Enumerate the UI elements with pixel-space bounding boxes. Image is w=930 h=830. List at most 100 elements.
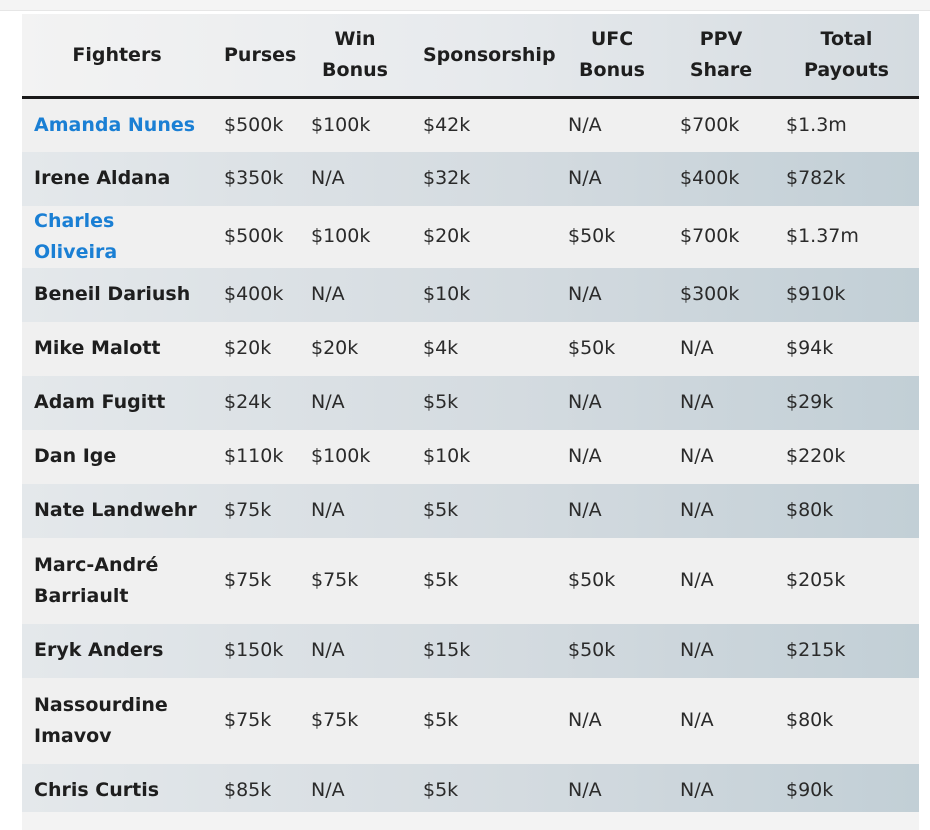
header-label-line: Bonus <box>579 59 645 81</box>
win-bonus-cell: $100k <box>311 445 371 467</box>
header-label-line: Purses <box>224 43 297 66</box>
sponsorship-cell: $10k <box>423 445 471 467</box>
fighter-name-link[interactable]: Amanda Nunes <box>34 113 196 136</box>
header-sponsorship: Sponsorship <box>411 14 556 99</box>
ufc-bonus-cell: $50k <box>568 639 616 661</box>
ufc-bonus-cell: $50k <box>568 569 616 591</box>
sponsorship-cell: $15k <box>423 639 471 661</box>
header-label-line: Total <box>820 28 873 50</box>
header-ufc-bonus: UFC Bonus <box>556 14 668 99</box>
total-payout-cell: $80k <box>786 499 834 521</box>
header-fighters: Fighters <box>22 14 212 99</box>
win-bonus-cell: N/A <box>311 167 345 189</box>
table-bottom-strip <box>22 812 919 830</box>
purse-cell: $150k <box>224 639 284 661</box>
ppv-share-cell: $400k <box>680 167 740 189</box>
fighter-name: Nassourdine Imavov <box>34 693 168 747</box>
win-bonus-cell: $20k <box>311 337 359 359</box>
purse-cell: $400k <box>224 283 284 305</box>
ufc-bonus-cell: N/A <box>568 709 602 731</box>
sponsorship-cell: $32k <box>423 167 471 189</box>
purse-cell: $20k <box>224 337 272 359</box>
win-bonus-cell: $100k <box>311 113 371 136</box>
table-row: Dan Ige $110k $100k $10k N/A N/A $220k <box>22 429 919 484</box>
ufc-bonus-cell: N/A <box>568 283 602 305</box>
sponsorship-cell: $4k <box>423 337 459 359</box>
ppv-share-cell: N/A <box>680 445 714 467</box>
header-label-line: PPV <box>699 28 743 50</box>
sponsorship-cell: $5k <box>423 709 459 731</box>
ufc-bonus-cell: N/A <box>568 779 602 801</box>
sponsorship-cell: $42k <box>423 113 471 136</box>
table-row: Charles Oliveira $500k $100k $20k $50k $700k $… <box>22 205 919 268</box>
header-ppv-share: PPV Share <box>668 14 774 99</box>
table-body: Amanda Nunes $500k $100k $42k N/A $700k $1.3m I… <box>22 97 919 818</box>
table-row: Chris Curtis $85k N/A $5k N/A N/A $90k <box>22 763 919 818</box>
ppv-share-cell: N/A <box>680 639 714 661</box>
ufc-bonus-cell: N/A <box>568 445 602 467</box>
total-payout-cell: $910k <box>786 283 846 305</box>
table-row: Nate Landwehr $75k N/A $5k N/A N/A $80k <box>22 483 919 538</box>
win-bonus-cell: $100k <box>311 225 371 247</box>
total-payout-cell: $80k <box>786 709 834 731</box>
purse-cell: $75k <box>224 709 272 731</box>
ufc-bonus-cell: N/A <box>568 499 602 521</box>
header-label-line: Fighters <box>72 43 162 66</box>
fighter-name: Chris Curtis <box>34 779 160 801</box>
table-row: Beneil Dariush $400k N/A $10k N/A $300k $910k <box>22 267 919 322</box>
ppv-share-cell: $300k <box>680 283 740 305</box>
header-row: Fighters Purses Win Bonus Sponsorship UFC Bonu… <box>22 14 919 99</box>
page-top-strip <box>0 0 930 11</box>
total-payout-cell: $1.37m <box>786 225 859 247</box>
win-bonus-cell: N/A <box>311 391 345 413</box>
total-payout-cell: $220k <box>786 445 846 467</box>
header-total-payouts: Total Payouts <box>774 14 919 99</box>
fighter-name: Nate Landwehr <box>34 499 197 521</box>
header-purses: Purses <box>212 14 299 99</box>
win-bonus-cell: N/A <box>311 639 345 661</box>
purse-cell: $85k <box>224 779 272 801</box>
win-bonus-cell: $75k <box>311 569 359 591</box>
table-row: Eryk Anders $150k N/A $15k $50k N/A $215k <box>22 623 919 678</box>
fighter-payouts-table-container: Fighters Purses Win Bonus Sponsorship UFC Bonu… <box>22 14 919 818</box>
total-payout-cell: $94k <box>786 337 834 359</box>
header-label-line: Payouts <box>803 59 889 81</box>
total-payout-cell: $29k <box>786 391 834 413</box>
total-payout-cell: $205k <box>786 569 846 591</box>
table-row: Amanda Nunes $500k $100k $42k N/A $700k $1.3m <box>22 97 919 152</box>
sponsorship-cell: $20k <box>423 225 471 247</box>
purse-cell: $24k <box>224 391 272 413</box>
fighter-name: Eryk Anders <box>34 639 164 661</box>
fighter-name: Beneil Dariush <box>34 283 191 305</box>
fighter-name: Marc-André Barriault <box>34 553 159 607</box>
ufc-bonus-cell: $50k <box>568 225 616 247</box>
fighter-payouts-table: Fighters Purses Win Bonus Sponsorship UFC Bonu… <box>22 14 919 818</box>
purse-cell: $110k <box>224 445 284 467</box>
fighter-name: Dan Ige <box>34 445 117 467</box>
ufc-bonus-cell: N/A <box>568 391 602 413</box>
sponsorship-cell: $5k <box>423 499 459 521</box>
ppv-share-cell: N/A <box>680 779 714 801</box>
ppv-share-cell: $700k <box>680 225 740 247</box>
ppv-share-cell: $700k <box>680 113 740 136</box>
header-win-bonus: Win Bonus <box>299 14 411 99</box>
win-bonus-cell: N/A <box>311 779 345 801</box>
ppv-share-cell: N/A <box>680 709 714 731</box>
win-bonus-cell: N/A <box>311 499 345 521</box>
table-row: Nassourdine Imavov $75k $75k $5k N/A N/A $80k <box>22 677 919 764</box>
purse-cell: $75k <box>224 499 272 521</box>
purse-cell: $75k <box>224 569 272 591</box>
sponsorship-cell: $5k <box>423 569 459 591</box>
purse-cell: $350k <box>224 167 284 189</box>
purse-cell: $500k <box>224 113 284 136</box>
header-label-line: Win <box>334 28 376 50</box>
ppv-share-cell: N/A <box>680 499 714 521</box>
ppv-share-cell: N/A <box>680 569 714 591</box>
header-label-line: UFC <box>590 28 634 50</box>
total-payout-cell: $1.3m <box>786 113 847 136</box>
win-bonus-cell: N/A <box>311 283 345 305</box>
fighter-name-link[interactable]: Charles Oliveira <box>34 209 118 263</box>
fighter-name: Irene Aldana <box>34 167 171 189</box>
table-row: Mike Malott $20k $20k $4k $50k N/A $94k <box>22 321 919 376</box>
total-payout-cell: $782k <box>786 167 846 189</box>
